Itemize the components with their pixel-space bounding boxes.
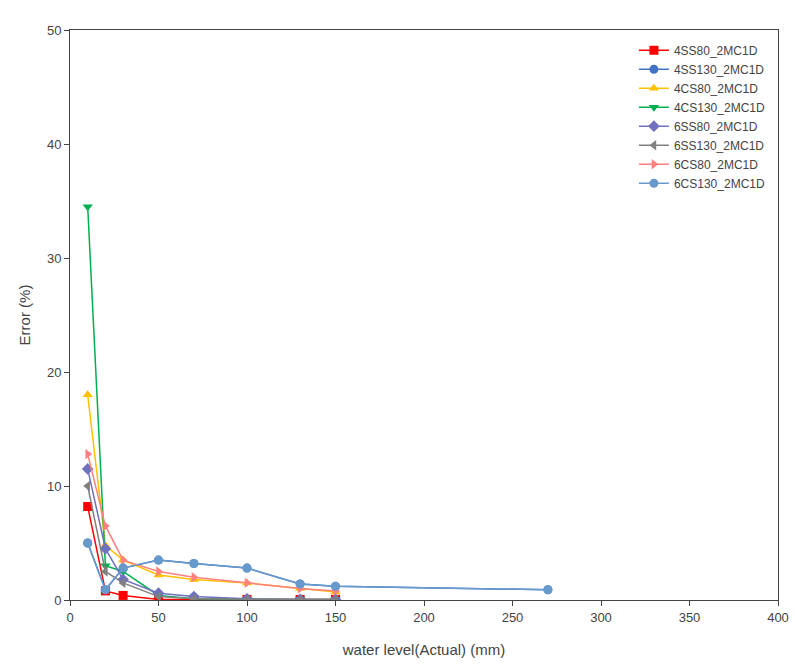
- svg-text:6CS80_2MC1D: 6CS80_2MC1D: [674, 158, 758, 172]
- svg-text:6CS130_2MC1D: 6CS130_2MC1D: [674, 177, 765, 191]
- svg-text:Error (%): Error (%): [16, 285, 33, 346]
- svg-text:400: 400: [767, 610, 789, 625]
- svg-text:30: 30: [47, 251, 61, 266]
- svg-text:50: 50: [47, 23, 61, 38]
- svg-text:4CS130_2MC1D: 4CS130_2MC1D: [674, 101, 765, 115]
- svg-text:10: 10: [47, 479, 61, 494]
- svg-text:150: 150: [325, 610, 347, 625]
- svg-text:water level(Actual) (mm): water level(Actual) (mm): [342, 641, 506, 658]
- svg-text:250: 250: [502, 610, 524, 625]
- svg-text:6SS80_2MC1D: 6SS80_2MC1D: [674, 120, 758, 134]
- svg-text:4SS80_2MC1D: 4SS80_2MC1D: [674, 44, 758, 58]
- svg-text:100: 100: [236, 610, 258, 625]
- svg-text:6SS130_2MC1D: 6SS130_2MC1D: [674, 139, 764, 153]
- svg-text:20: 20: [47, 365, 61, 380]
- svg-text:0: 0: [66, 610, 73, 625]
- svg-text:300: 300: [590, 610, 612, 625]
- svg-text:50: 50: [151, 610, 165, 625]
- svg-text:4CS80_2MC1D: 4CS80_2MC1D: [674, 82, 758, 96]
- svg-text:4SS130_2MC1D: 4SS130_2MC1D: [674, 63, 764, 77]
- svg-text:0: 0: [54, 593, 61, 608]
- svg-text:350: 350: [679, 610, 701, 625]
- svg-text:200: 200: [413, 610, 435, 625]
- svg-text:40: 40: [47, 137, 61, 152]
